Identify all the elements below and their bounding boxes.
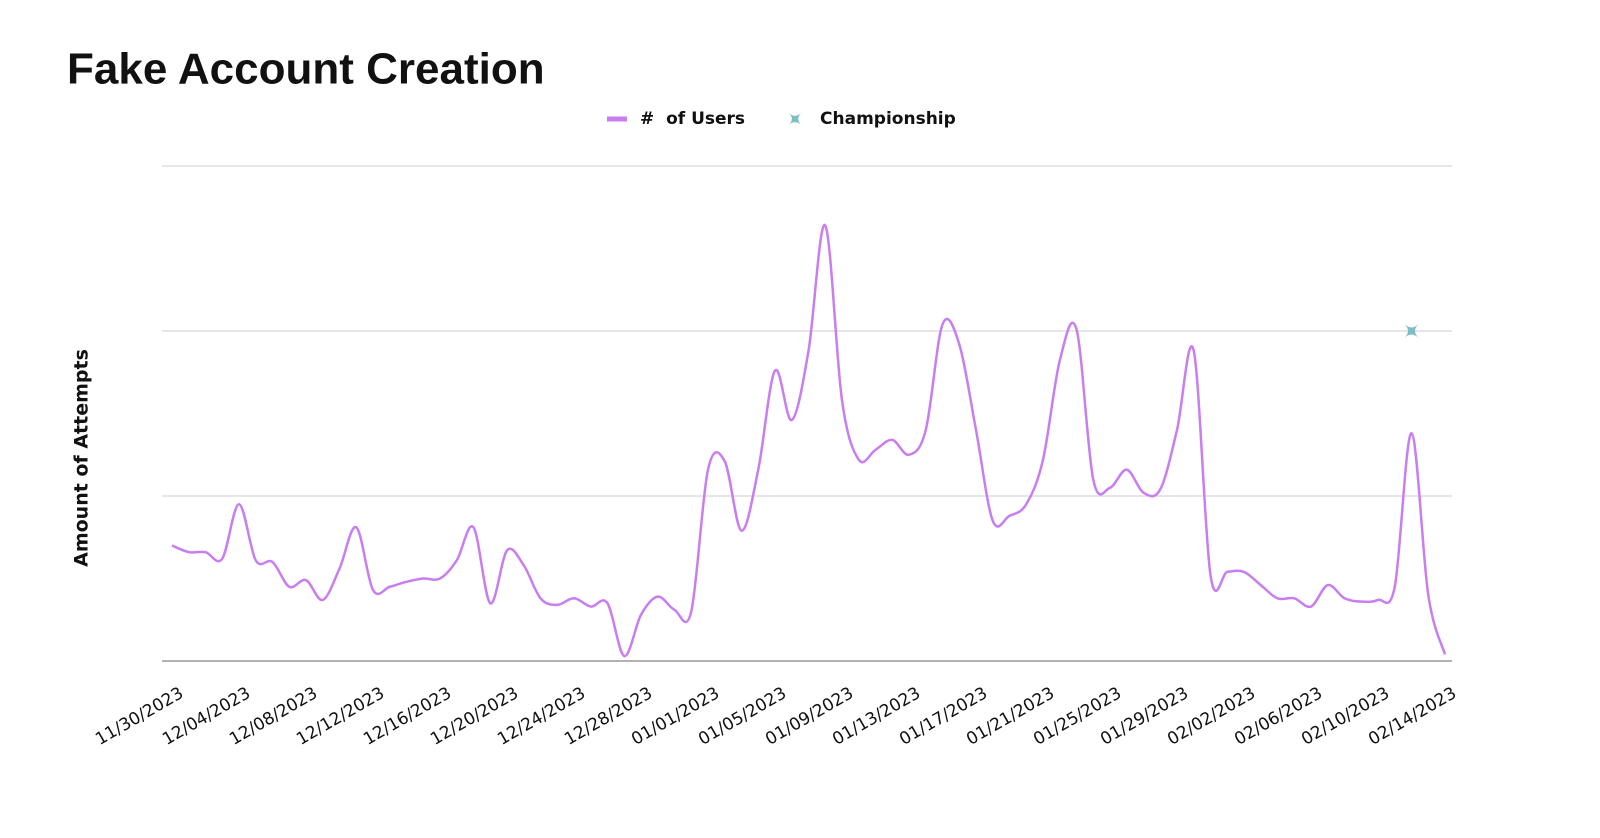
y-axis-label: Amount of Attempts (71, 349, 93, 567)
legend-label: Championship (820, 109, 956, 129)
legend-label: # of Users (640, 109, 745, 129)
legend-marker (788, 112, 802, 126)
chart-title: Fake Account Creation (67, 45, 545, 94)
championship-marker (1404, 323, 1419, 339)
line-series (171, 224, 1447, 658)
